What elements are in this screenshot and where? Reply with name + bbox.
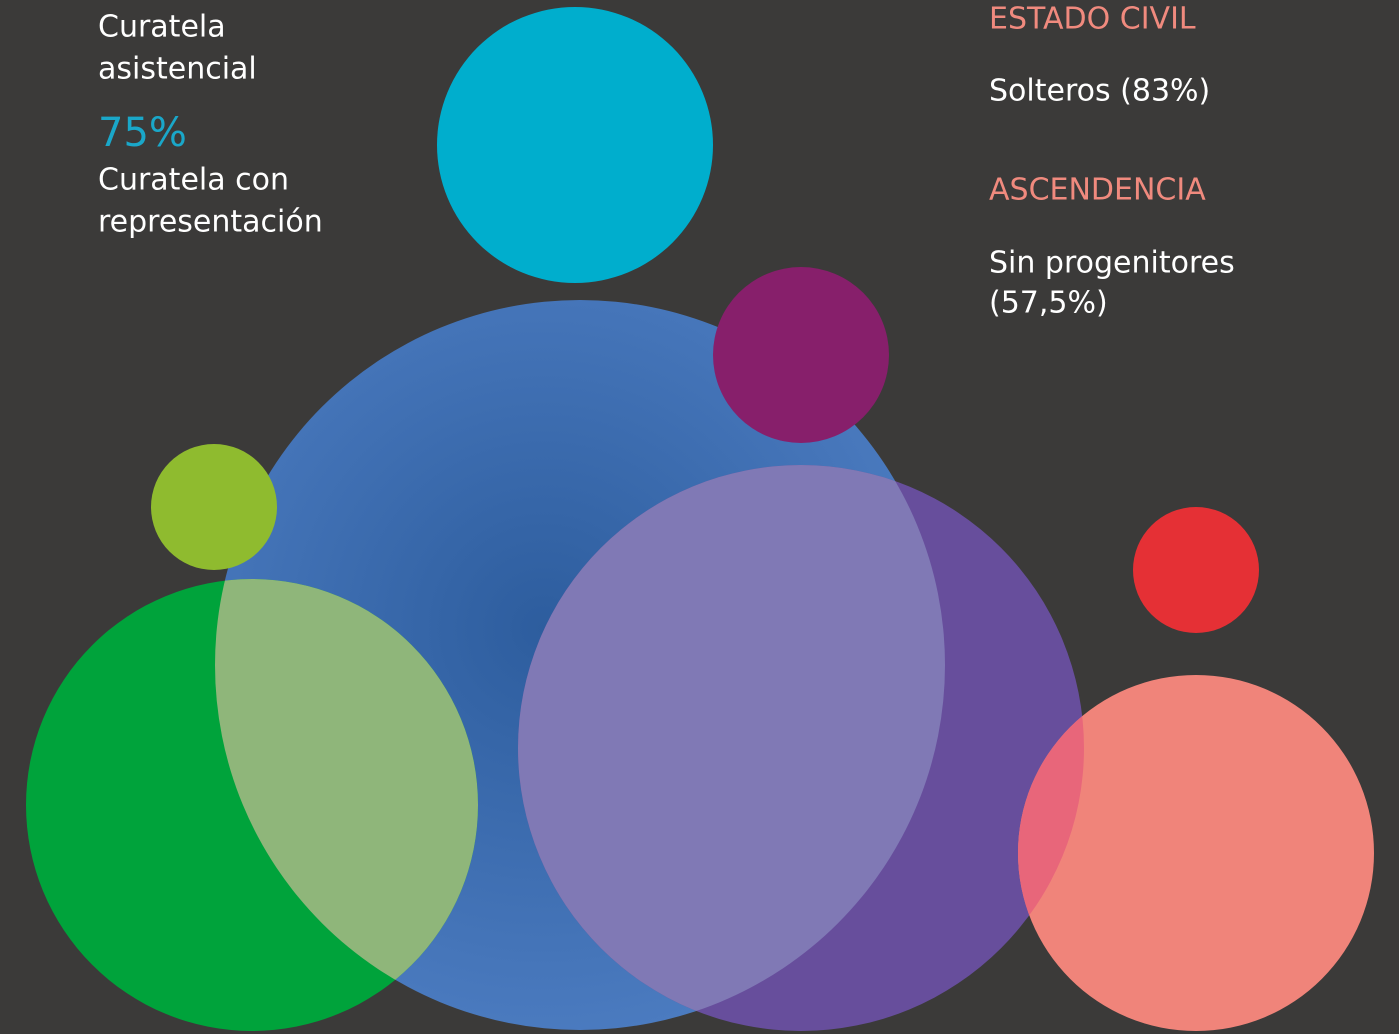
text-line: Solteros (83%) [989,74,1210,109]
circle-salmon [1018,675,1374,1031]
circle-plum [713,267,889,443]
heading: ESTADO CIVIL [989,2,1196,37]
overlap-green-blue [215,579,478,1030]
circle-red [1133,507,1259,633]
percent: 75% [98,110,187,156]
text-line: asistencial [98,52,257,87]
circle-lime [151,444,277,570]
text-line: Curatela [98,10,226,45]
text-line: Sin progenitores [989,246,1235,281]
circle-cyan [437,7,713,283]
text-line: Curatela con [98,163,289,198]
text-line: (57,5%) [989,286,1108,321]
heading: ASCENDENCIA [989,173,1206,208]
text-line: representación [98,205,323,240]
